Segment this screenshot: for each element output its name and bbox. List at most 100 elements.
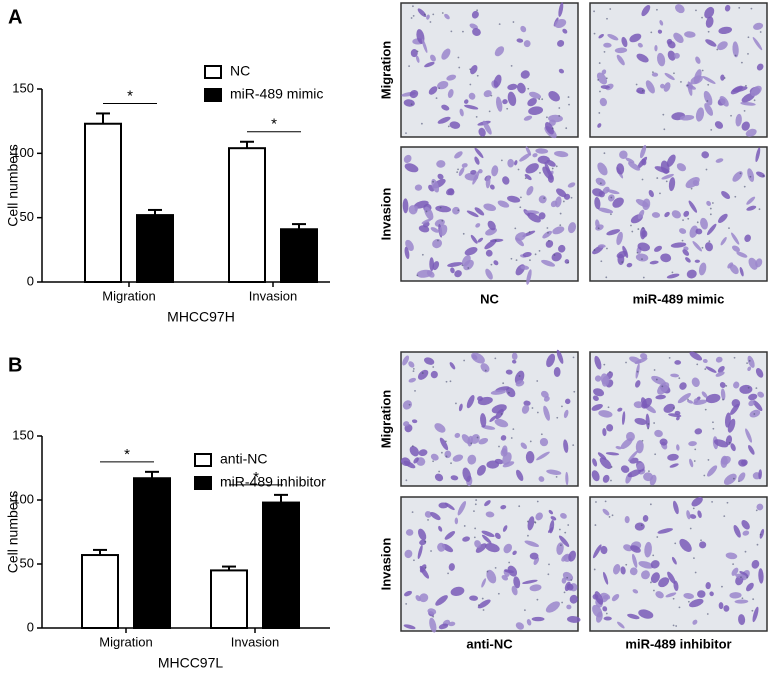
cell	[595, 177, 606, 186]
cell	[463, 259, 474, 271]
cell	[504, 569, 515, 573]
cell	[727, 262, 734, 269]
pore	[458, 66, 461, 69]
pore	[559, 224, 562, 227]
cell	[567, 222, 577, 234]
cell	[619, 150, 628, 159]
pore	[432, 13, 435, 16]
cell	[720, 74, 725, 81]
cell	[563, 409, 569, 419]
cell	[470, 234, 478, 244]
pore	[416, 274, 419, 277]
cell	[500, 504, 507, 510]
pore	[659, 192, 661, 195]
cell	[527, 98, 537, 107]
cell	[637, 42, 643, 48]
pore	[753, 99, 756, 102]
pore	[457, 209, 460, 212]
cell	[658, 577, 670, 588]
cell	[731, 567, 739, 576]
cell	[485, 175, 491, 189]
pore	[494, 239, 497, 242]
pore	[482, 609, 485, 611]
pore	[548, 563, 550, 566]
cell	[705, 16, 714, 28]
pore	[641, 439, 644, 442]
cell	[635, 253, 649, 262]
cell	[480, 413, 487, 428]
cell	[408, 377, 416, 383]
pore	[689, 527, 692, 530]
pore	[546, 116, 548, 119]
cell	[689, 598, 704, 608]
cell	[748, 257, 758, 270]
cell	[542, 166, 554, 180]
cell	[402, 400, 412, 410]
pore	[547, 239, 550, 242]
pore	[543, 197, 546, 200]
pore	[678, 606, 681, 609]
pore	[412, 370, 415, 372]
cell	[426, 14, 430, 20]
pore	[410, 17, 413, 19]
panel-label: B	[8, 354, 22, 376]
cell	[403, 421, 410, 427]
x-tick-label: Invasion	[231, 634, 279, 649]
cell	[641, 158, 647, 166]
cell	[750, 85, 762, 97]
cell	[650, 560, 660, 569]
cell	[421, 38, 428, 53]
cell	[668, 177, 676, 192]
cell	[449, 121, 461, 129]
pore	[463, 525, 466, 527]
cell	[454, 151, 463, 159]
cell	[447, 262, 463, 267]
cell	[599, 457, 612, 469]
cell	[740, 101, 756, 106]
cell	[718, 26, 733, 35]
cell	[597, 207, 614, 214]
cell	[592, 395, 599, 401]
pore	[733, 356, 736, 359]
cell	[436, 160, 446, 168]
pore	[498, 23, 501, 26]
pore	[673, 72, 675, 75]
y-tick-label: 150	[12, 80, 34, 95]
cell	[481, 534, 492, 544]
cell	[745, 128, 757, 137]
cell	[686, 510, 691, 520]
pore	[541, 98, 544, 101]
cell	[692, 241, 703, 252]
cell	[747, 366, 752, 372]
cell	[476, 465, 486, 476]
pore	[477, 604, 480, 607]
cell	[694, 259, 700, 263]
cell	[725, 552, 738, 560]
micrograph-row-label: Migration	[378, 390, 393, 449]
cell	[529, 552, 539, 560]
pore	[441, 12, 444, 14]
cell	[704, 6, 715, 19]
cell	[620, 566, 626, 575]
bar	[280, 228, 318, 284]
cell	[505, 369, 513, 375]
cell	[655, 394, 666, 400]
pore	[475, 499, 478, 501]
cell	[526, 619, 532, 626]
pore	[538, 249, 541, 252]
cell	[746, 582, 754, 592]
pore	[671, 271, 674, 274]
cell	[457, 501, 467, 516]
cell	[450, 267, 455, 274]
pore	[607, 406, 610, 409]
pore	[706, 613, 709, 615]
cell	[720, 237, 727, 246]
cell	[516, 469, 524, 481]
cell	[450, 475, 459, 481]
cell	[748, 400, 755, 407]
cell	[560, 513, 567, 519]
cell	[615, 446, 622, 450]
cell	[563, 193, 571, 200]
pore	[510, 437, 513, 439]
cell	[692, 180, 700, 187]
